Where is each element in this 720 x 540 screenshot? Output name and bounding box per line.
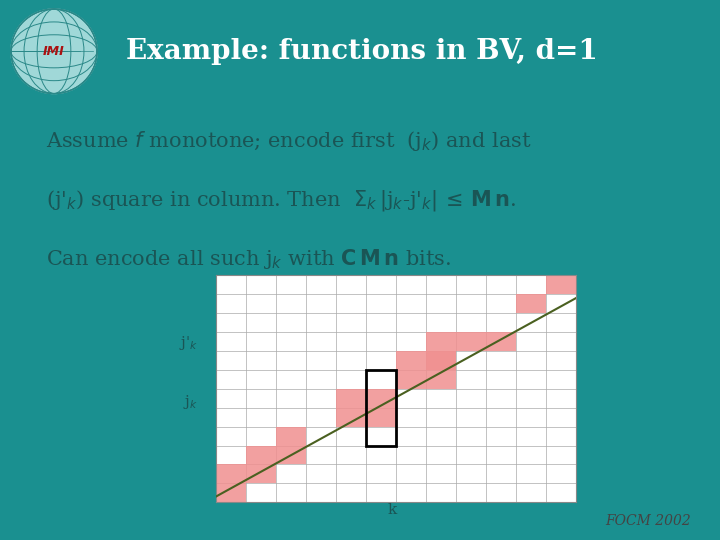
Bar (396, 351, 456, 389)
Bar (276, 427, 306, 464)
Bar (516, 294, 546, 313)
Text: Example: functions in BV, d=1: Example: functions in BV, d=1 (126, 38, 598, 65)
Text: k: k (388, 503, 397, 517)
Text: j'$_k$: j'$_k$ (179, 334, 198, 352)
Bar (336, 389, 396, 427)
Bar (216, 464, 246, 502)
Bar (246, 446, 276, 483)
Bar (546, 275, 576, 294)
Bar (426, 332, 456, 370)
Bar (456, 332, 516, 351)
Text: FOCM 2002: FOCM 2002 (606, 514, 691, 528)
Bar (366, 370, 396, 446)
Text: Assume $\it{f}$ monotone; encode first  (j$_k$) and last: Assume $\it{f}$ monotone; encode first (… (45, 129, 531, 153)
Circle shape (11, 9, 97, 93)
Wedge shape (644, 491, 706, 529)
Text: IMI: IMI (43, 45, 65, 58)
Text: Can encode all such j$_k$ with $\mathbf{C\,M\,n}$ bits.: Can encode all such j$_k$ with $\mathbf{… (45, 247, 451, 271)
Text: (j'$_k$) square in column. Then  $\Sigma_k\,|$j$_k$-j'$_k|\,\leq\,\mathbf{M}\,\m: (j'$_k$) square in column. Then $\Sigma_… (45, 188, 516, 213)
Text: j$_k$: j$_k$ (183, 393, 198, 411)
